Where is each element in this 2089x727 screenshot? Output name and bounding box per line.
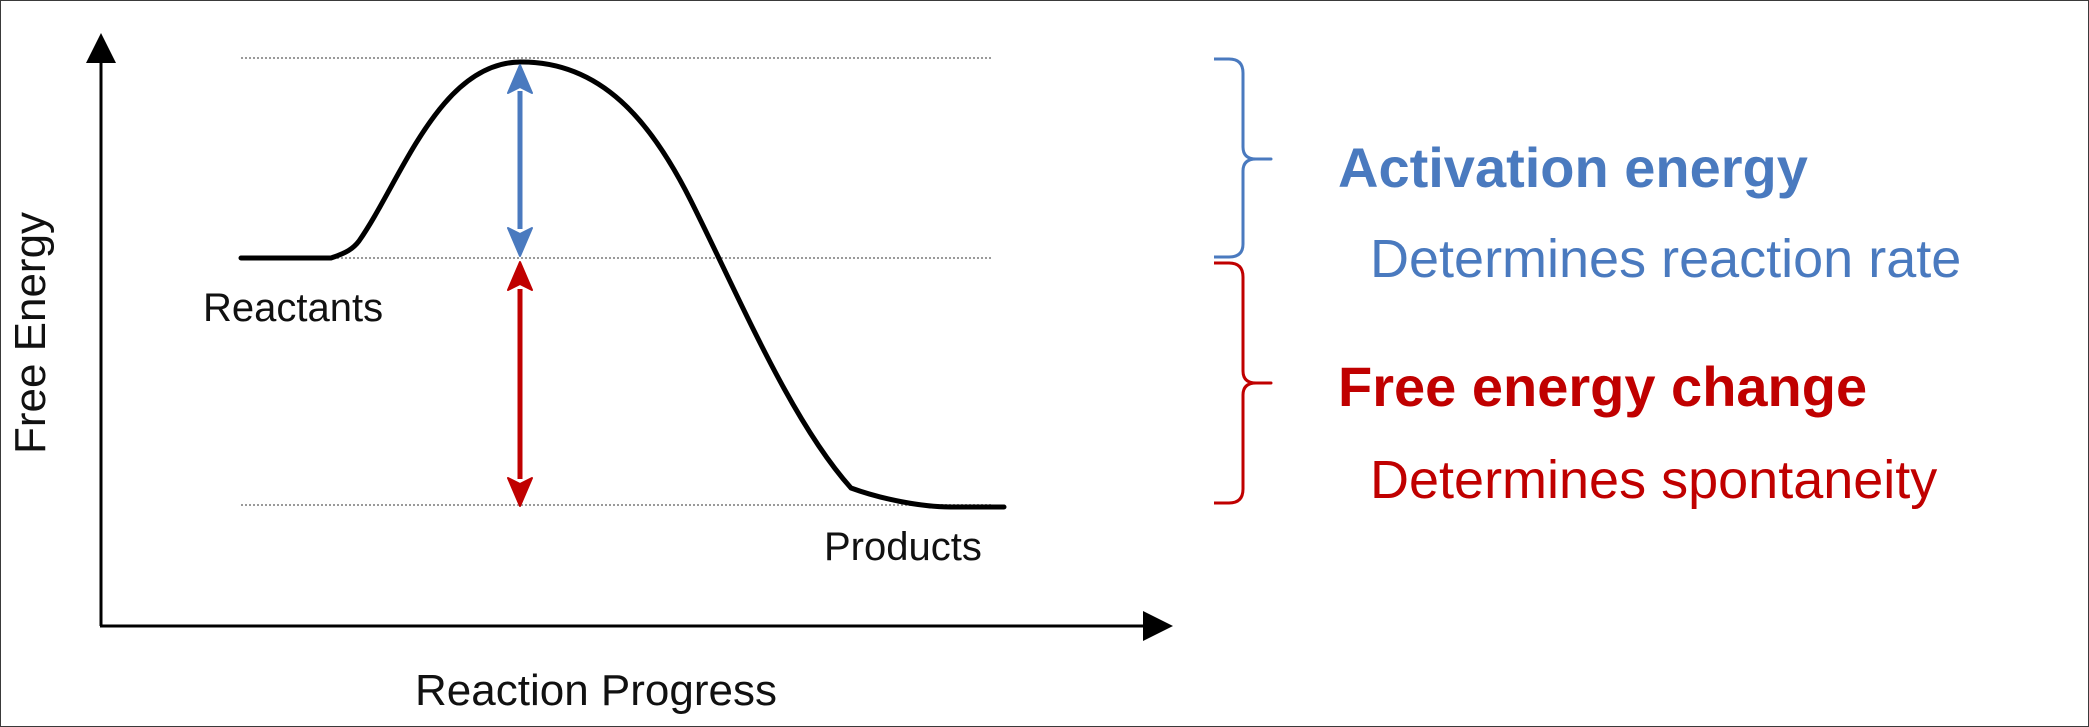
y-axis-label: Free Energy	[6, 211, 55, 455]
reactants-label: Reactants	[203, 286, 384, 330]
activation-energy-description: Determines reaction rate	[1370, 229, 1962, 289]
activation-energy-title: Activation energy	[1338, 136, 1808, 199]
free-energy-change-description: Determines spontaneity	[1370, 450, 1938, 510]
activation-energy-arrow	[507, 64, 533, 257]
free-energy-change-brace	[1214, 261, 1273, 505]
products-label: Products	[824, 525, 982, 569]
free-energy-change-title: Free energy change	[1338, 355, 1868, 418]
activation-energy-brace	[1214, 57, 1273, 259]
x-axis-label: Reaction Progress	[415, 666, 777, 715]
energy-curve	[238, 59, 1007, 510]
free-energy-change-arrow	[507, 261, 533, 507]
